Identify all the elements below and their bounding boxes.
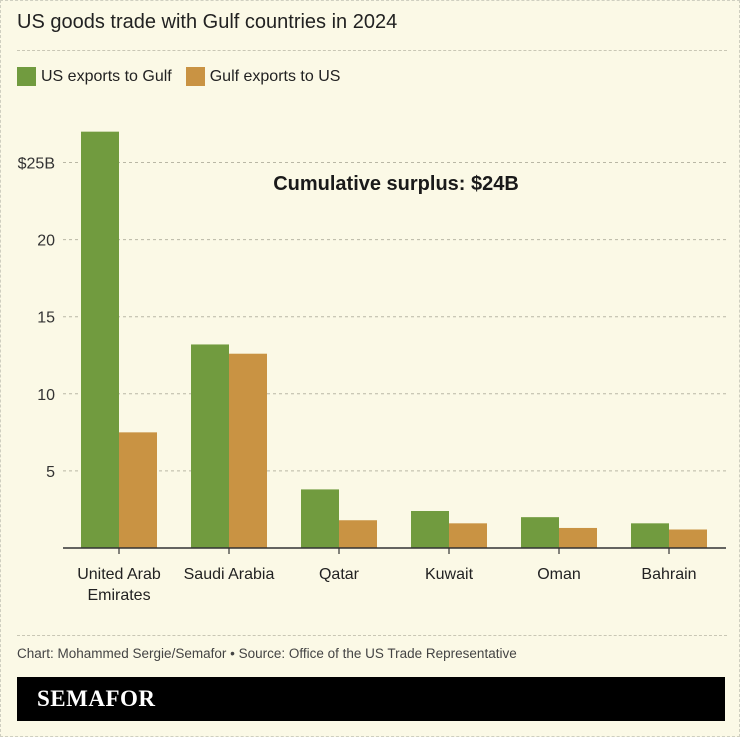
bar-gulf-exports [229,353,267,548]
source-note: Chart: Mohammed Sergie/Semafor • Source:… [17,646,517,661]
legend-label: Gulf exports to US [209,67,341,85]
x-tick-label: Kuwait [425,566,474,583]
y-tick-label: 5 [46,464,55,481]
brand-bar: SEMAFOR [17,677,725,721]
legend-item-us-exports: US exports to Gulf [17,67,172,86]
bar-us-exports [411,510,449,548]
x-tick-label: United Arab [77,566,161,583]
legend-swatch [185,67,205,86]
legend: US exports to Gulf Gulf exports to US [17,67,340,86]
chart-title: US goods trade with Gulf countries in 20… [17,11,398,33]
x-tick-label: Oman [537,566,581,583]
bar-us-exports [191,344,229,548]
y-tick-label: 10 [37,387,55,404]
bar-us-exports [81,131,119,548]
bar-us-exports [301,489,339,548]
x-tick-label: Qatar [319,566,360,583]
divider [17,635,727,636]
x-tick-label: Saudi Arabia [184,566,275,583]
x-tick-label: Emirates [87,587,150,604]
bar-gulf-exports [559,527,597,548]
legend-item-gulf-exports: Gulf exports to US [185,67,341,86]
annotation-surplus: Cumulative surplus: $24B [273,173,519,195]
bar-gulf-exports [449,523,487,548]
legend-swatch [17,67,36,86]
bar-us-exports [631,523,669,548]
legend-label: US exports to Gulf [41,67,172,85]
bar-gulf-exports [339,520,377,548]
bar-gulf-exports [669,529,707,548]
bar-plot: 5 10 15 20 $25B United Arab Emirates Saudi Arab… [18,131,726,604]
divider [17,50,727,51]
bar-gulf-exports [119,432,157,548]
x-tick-label: Bahrain [641,566,696,583]
y-tick-label: $25B [18,156,55,173]
y-tick-label: 15 [37,310,55,327]
y-tick-label: 20 [37,233,55,250]
semafor-logo: SEMAFOR [37,686,156,711]
bar-us-exports [521,517,559,548]
